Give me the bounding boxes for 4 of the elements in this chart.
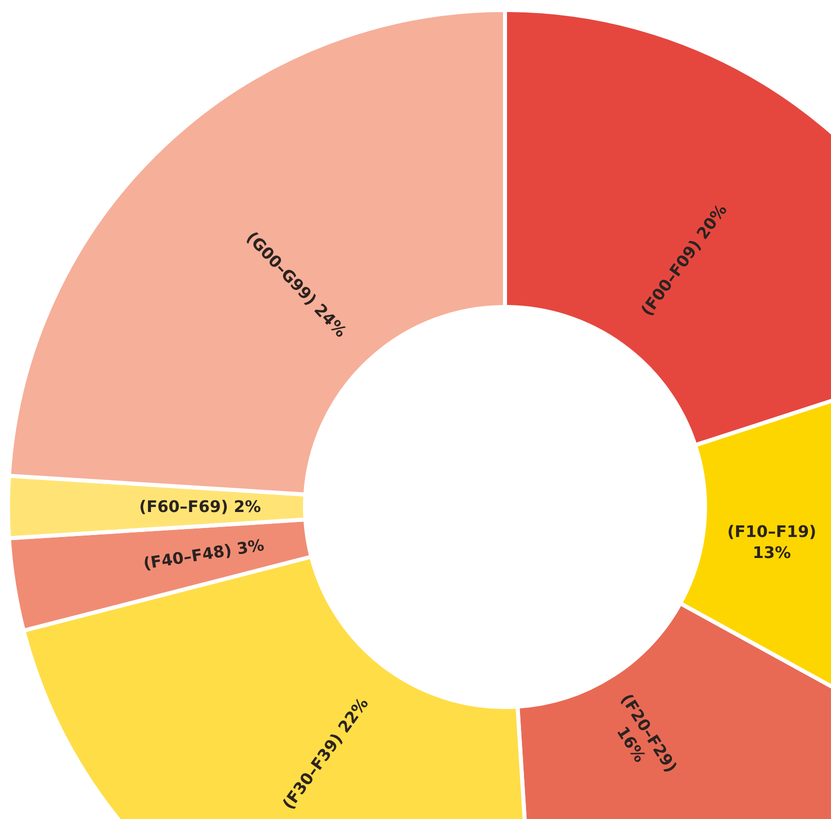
slice-label: (F60–F69) 2% <box>139 497 261 516</box>
slice-label: (F40–F48) 3% <box>142 535 266 574</box>
data-label: 13% <box>752 543 791 562</box>
slice-label: (F10–F19) <box>727 522 816 542</box>
